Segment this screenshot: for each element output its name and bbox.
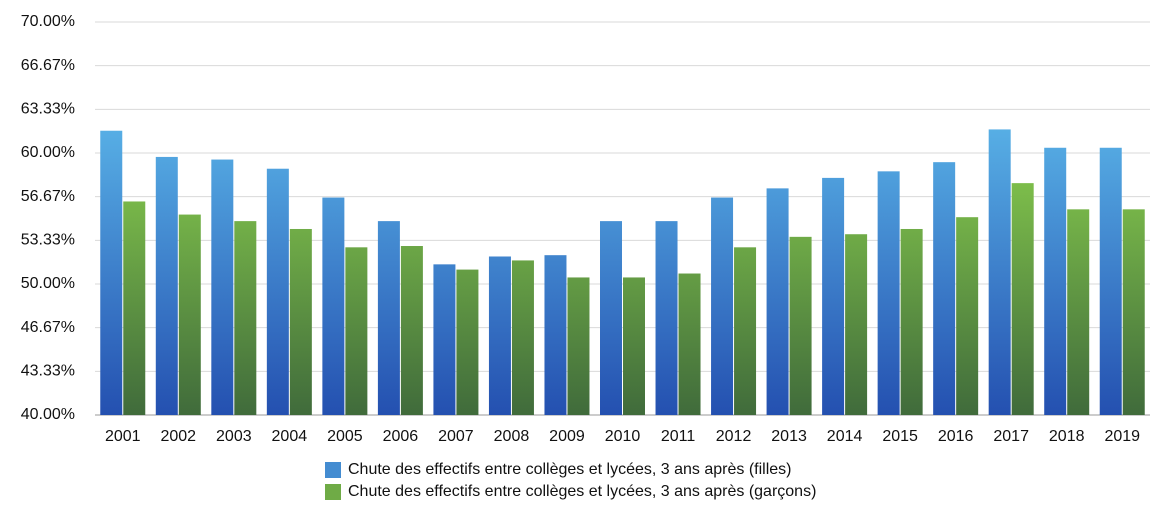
x-tick-label: 2008 xyxy=(494,428,530,445)
y-tick-label: 43.33% xyxy=(21,363,75,380)
x-tick-label: 2016 xyxy=(938,428,974,445)
bar xyxy=(1067,209,1090,415)
bar xyxy=(100,130,123,416)
bar xyxy=(433,264,456,415)
bar xyxy=(178,214,201,415)
bar xyxy=(155,156,178,415)
y-tick-label: 53.33% xyxy=(21,232,75,249)
y-tick-label: 60.00% xyxy=(21,144,75,161)
x-tick-label: 2012 xyxy=(716,428,752,445)
y-tick-label: 70.00% xyxy=(21,13,75,30)
bar xyxy=(511,260,534,415)
bar xyxy=(766,188,789,415)
bar xyxy=(845,234,868,415)
bar xyxy=(1044,147,1067,415)
bar xyxy=(544,255,567,415)
bar xyxy=(123,201,146,415)
bar xyxy=(988,129,1011,416)
legend-label: Chute des effectifs entre collèges et ly… xyxy=(348,483,816,500)
bar xyxy=(211,159,234,415)
bar xyxy=(877,171,900,415)
bar xyxy=(734,247,757,415)
bar xyxy=(400,246,423,415)
bar xyxy=(456,269,479,415)
bar xyxy=(266,168,289,415)
x-tick-label: 2004 xyxy=(272,428,308,445)
x-tick-label: 2015 xyxy=(882,428,918,445)
x-tick-label: 2010 xyxy=(605,428,641,445)
bar xyxy=(1011,183,1034,415)
y-tick-label: 46.67% xyxy=(21,319,75,336)
bar xyxy=(711,197,734,415)
bar xyxy=(345,247,368,415)
x-tick-label: 2017 xyxy=(993,428,1029,445)
bar xyxy=(488,256,511,415)
y-tick-label: 66.67% xyxy=(21,57,75,74)
legend-label: Chute des effectifs entre collèges et ly… xyxy=(348,461,791,478)
bar xyxy=(234,221,257,415)
bar xyxy=(789,236,812,415)
x-tick-label: 2005 xyxy=(327,428,363,445)
y-tick-label: 63.33% xyxy=(21,101,75,118)
bar xyxy=(1122,209,1145,415)
x-tick-label: 2006 xyxy=(383,428,419,445)
bar xyxy=(623,277,645,415)
x-tick-label: 2003 xyxy=(216,428,252,445)
bar xyxy=(678,273,701,415)
bar xyxy=(322,197,345,415)
x-tick-label: 2007 xyxy=(438,428,474,445)
bar xyxy=(933,162,956,415)
x-tick-label: 2002 xyxy=(160,428,196,445)
bar xyxy=(289,228,312,415)
x-tick-label: 2013 xyxy=(771,428,807,445)
x-tick-label: 2001 xyxy=(105,428,141,445)
x-tick-label: 2019 xyxy=(1104,428,1140,445)
x-tick-label: 2018 xyxy=(1049,428,1085,445)
bar xyxy=(956,217,979,415)
bar xyxy=(600,221,622,415)
x-tick-label: 2009 xyxy=(549,428,585,445)
bar xyxy=(1099,147,1122,415)
legend-swatch-fill xyxy=(325,462,341,478)
bar xyxy=(655,221,678,415)
y-tick-label: 50.00% xyxy=(21,275,75,292)
legend-swatch-fill xyxy=(325,484,341,500)
y-tick-label: 40.00% xyxy=(21,406,75,423)
x-tick-label: 2014 xyxy=(827,428,863,445)
y-tick-label: 56.67% xyxy=(21,188,75,205)
x-tick-label: 2011 xyxy=(661,428,696,445)
bar xyxy=(377,221,400,415)
bar xyxy=(900,228,923,415)
bar xyxy=(822,177,845,415)
bar xyxy=(567,277,590,415)
